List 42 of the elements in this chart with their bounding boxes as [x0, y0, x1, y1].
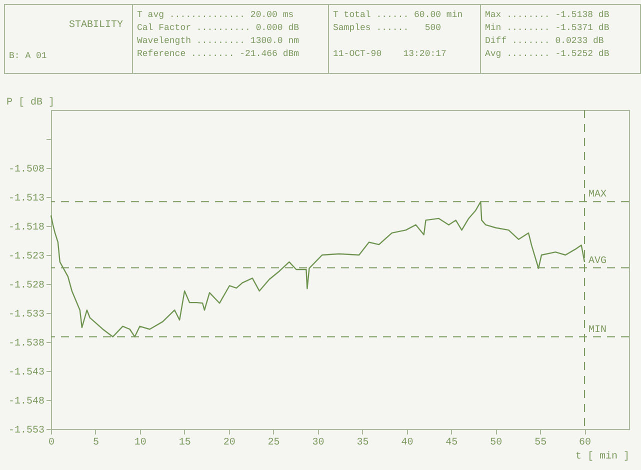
text: T total ...... 60.00 min	[333, 9, 464, 22]
y-tick-label: -1.553	[8, 426, 44, 436]
y-tick-label: -1.528	[8, 280, 44, 292]
x-tick-label: 45	[446, 438, 458, 448]
text: Avg ........ -1.5252 dB	[485, 48, 610, 61]
text: Cal Factor .......... 0.000 dB	[137, 22, 300, 35]
x-tick-label: 20	[223, 438, 236, 448]
ref-line-label: MIN	[588, 324, 607, 336]
y-tick-label: -1.508	[8, 164, 44, 176]
x-tick-label: 25	[268, 438, 280, 448]
x-tick-label: 30	[312, 438, 324, 448]
x-tick-label: 5	[92, 438, 99, 448]
y-axis-title: P [ dB ]	[6, 96, 55, 108]
x-tick-label: 50	[490, 438, 502, 448]
y-tick-label: -1.538	[8, 338, 44, 350]
text: Diff ....... 0.0233 dB	[485, 35, 605, 48]
x-axis-title: t [ min ]	[575, 450, 630, 462]
ref-line-label: MAX	[588, 190, 607, 201]
y-tick-label: -1.533	[8, 310, 44, 320]
text: T avg .............. 20.00 ms	[137, 9, 295, 22]
text: Reference ........ -21.466 dBm	[137, 48, 300, 61]
x-tick-label: 55	[534, 438, 547, 448]
text: Wavelength ......... 1300.0 nm	[137, 35, 300, 48]
y-tick-label: -1.513	[8, 194, 44, 204]
text: Samples ...... 500	[333, 22, 442, 35]
text: B: A 01	[9, 50, 48, 63]
x-tick-label: 40	[401, 438, 414, 448]
y-tick-label: -1.543	[8, 368, 44, 378]
x-tick-label: 0	[48, 438, 55, 448]
x-tick-label: 60	[579, 438, 592, 448]
text: Min ........ -1.5371 dB	[485, 22, 610, 35]
x-tick-label: 35	[356, 438, 369, 448]
ref-line-label: AVG	[588, 256, 607, 267]
x-tick-label: 10	[134, 438, 146, 448]
text: 11-OCT-90 13:20:17	[333, 48, 448, 61]
y-tick-label: -1.518	[8, 222, 44, 234]
line-series	[50, 201, 586, 338]
y-tick-label: -1.523	[8, 252, 44, 262]
y-tick-label: -1.548	[8, 396, 44, 408]
x-tick-label: 15	[178, 438, 191, 448]
chart-title: STABILITY	[69, 19, 124, 32]
text: Max ........ -1.5138 dB	[485, 9, 610, 22]
